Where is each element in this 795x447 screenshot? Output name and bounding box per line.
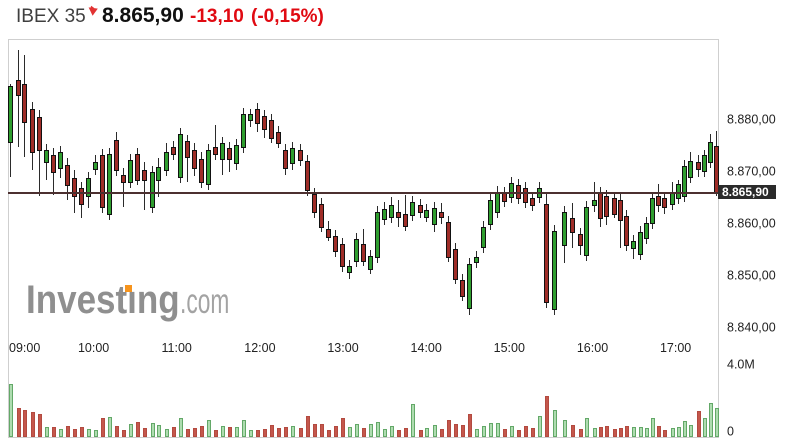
svg-text:0: 0 <box>727 425 734 439</box>
svg-text:17:00: 17:00 <box>660 341 691 355</box>
svg-text:16:00: 16:00 <box>577 341 608 355</box>
svg-text:8.870,00: 8.870,00 <box>727 165 776 179</box>
svg-text:12:00: 12:00 <box>244 341 275 355</box>
svg-text:8.850,00: 8.850,00 <box>727 269 776 283</box>
svg-text:4.0M: 4.0M <box>727 358 755 372</box>
svg-text:15:00: 15:00 <box>494 341 525 355</box>
svg-text:8.860,00: 8.860,00 <box>727 217 776 231</box>
svg-text:8.880,00: 8.880,00 <box>727 113 776 127</box>
svg-text:8.840,00: 8.840,00 <box>727 321 776 335</box>
svg-text:11:00: 11:00 <box>162 341 192 355</box>
svg-text:10:00: 10:00 <box>78 341 109 355</box>
svg-text:09:00: 09:00 <box>9 341 40 355</box>
svg-text:13:00: 13:00 <box>327 341 358 355</box>
svg-text:14:00: 14:00 <box>411 341 442 355</box>
svg-text:8.865,90: 8.865,90 <box>722 185 769 199</box>
